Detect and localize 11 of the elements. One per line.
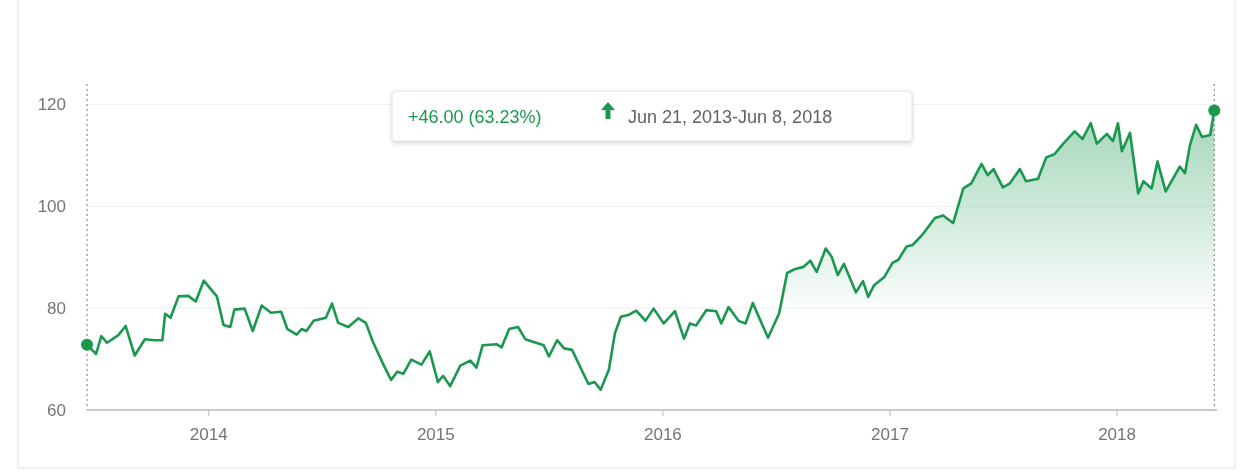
annotation: Jun 21, 2013-Jun 8, 2018 <box>628 107 833 127</box>
y-tick-label: 60 <box>47 401 66 420</box>
x-tick-label: 2016 <box>643 425 682 444</box>
y-tick-label: 100 <box>37 197 66 217</box>
x-tick-label: 2014 <box>189 425 228 444</box>
x-tick-label: 2018 <box>1098 425 1136 444</box>
x-tick-label: 2015 <box>416 425 455 444</box>
y-tick-label: 80 <box>47 299 66 319</box>
y-tick-label: 120 <box>37 95 66 115</box>
annotation: +46.00 (63.23%) <box>408 107 542 127</box>
x-tick-label: 2017 <box>871 425 909 444</box>
